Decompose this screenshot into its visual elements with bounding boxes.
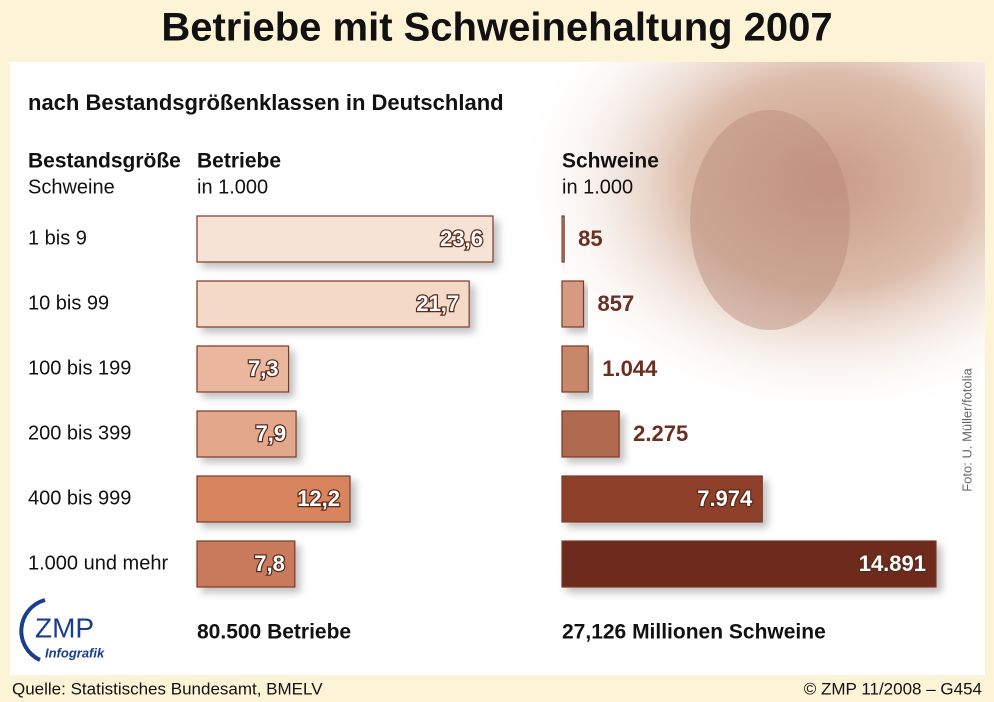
category-label: 1.000 und mehr	[28, 552, 168, 574]
bar	[196, 475, 351, 523]
total: 27,126 Millionen Schweine	[562, 621, 826, 644]
value-label: 21,7	[416, 291, 459, 316]
value-label: 7,9	[255, 421, 286, 446]
value-label: 23,6	[440, 226, 483, 251]
category-label: 10 bis 99	[28, 292, 109, 314]
value-label: 1.044	[602, 356, 658, 381]
photo	[460, 62, 985, 462]
category-header: Schweine	[28, 176, 115, 198]
value-label: 7,8	[254, 551, 285, 576]
bar	[196, 280, 470, 328]
bar	[196, 540, 296, 588]
value-label: 2.275	[633, 421, 688, 446]
panel-title: Schweine	[562, 150, 659, 173]
source: Quelle: Statistisches Bundesamt, BMELV	[12, 679, 323, 698]
bar	[196, 345, 290, 393]
panel-unit: in 1.000	[197, 176, 268, 198]
bar	[196, 215, 494, 263]
value-label: 14.891	[859, 551, 926, 576]
value-label: 7.974	[697, 486, 753, 511]
subtitle: nach Bestandsgrößenklassen in Deutschlan…	[28, 90, 504, 115]
value-label: 85	[578, 226, 602, 251]
total: 80.500 Betriebe	[197, 621, 351, 644]
bar	[561, 475, 763, 523]
category-label: 1 bis 9	[28, 227, 87, 249]
credit: © ZMP 11/2008 – G454	[804, 679, 982, 698]
bar	[561, 280, 585, 328]
category-label: 100 bis 199	[28, 357, 131, 379]
bar	[561, 410, 620, 458]
value-label: 857	[598, 291, 635, 316]
panel-title: Betriebe	[197, 150, 281, 173]
title: Betriebe mit Schweinehaltung 2007	[161, 6, 832, 50]
bar	[196, 410, 297, 458]
photo-pig	[690, 110, 850, 330]
category-label: 200 bis 399	[28, 422, 131, 444]
category-label: 400 bis 999	[28, 487, 131, 509]
logo-arc	[19, 598, 46, 662]
logo-tagline: Infografik	[45, 645, 105, 660]
logo-name: ZMP	[35, 612, 94, 643]
category-header: Bestandsgröße	[28, 150, 181, 173]
bar	[561, 540, 937, 588]
value-label: 7,3	[248, 356, 279, 381]
photo-credit: Foto: U. Müller/fotolia	[959, 367, 974, 491]
bar	[561, 215, 565, 263]
panel-unit: in 1.000	[562, 176, 633, 198]
bar	[561, 345, 589, 393]
value-label: 12,2	[297, 486, 340, 511]
